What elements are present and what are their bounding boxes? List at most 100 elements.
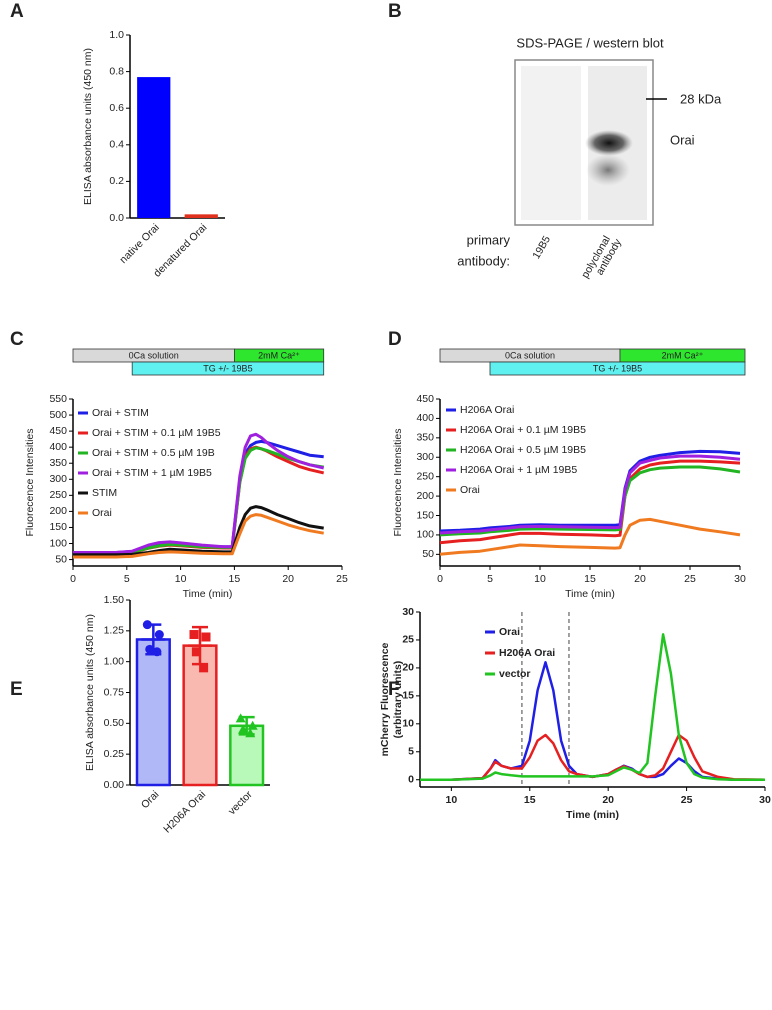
point <box>238 724 249 734</box>
phase-bar <box>489 361 746 376</box>
error-bar <box>188 625 212 666</box>
y-tick-label: 200 <box>416 490 434 502</box>
y-axis-label: Fluorecence Intensities <box>24 429 36 537</box>
point <box>247 720 258 730</box>
panel: A 0.0 0.2 0.4 0.6 0.8 1.0 ELISA absorbance unit… <box>10 1 225 280</box>
series-line <box>439 517 741 556</box>
legend-label: vector <box>499 668 531 680</box>
x-tick-label: 25 <box>336 573 348 585</box>
bar <box>184 214 218 218</box>
legend-label: H206A Orai + 1 µM 19B5 <box>460 464 577 476</box>
error-bar <box>234 715 259 736</box>
y-tick-label: 0.00 <box>104 779 125 791</box>
y-axis-label: mCherry Fluorescence <box>379 642 391 756</box>
series-line <box>420 633 765 781</box>
x-tick-label: 15 <box>229 573 241 585</box>
legend-label: H206A Orai + 0.1 µM 19B5 <box>460 424 586 436</box>
x-tick-label: Orai <box>139 789 162 812</box>
series-line <box>439 454 741 535</box>
y-tick-label: 450 <box>49 425 67 437</box>
row-label: antibody: <box>457 253 510 268</box>
x-axis-label: Time (min) <box>565 588 615 600</box>
y-tick-label: 1.0 <box>109 29 124 41</box>
phase-label: TG +/- 19B5 <box>593 363 642 373</box>
y-tick-label: 0.4 <box>109 139 124 151</box>
legend-label: Orai <box>92 507 112 519</box>
series-line <box>73 445 325 555</box>
y-tick-label: 150 <box>49 521 67 533</box>
y-tick-label: 0.6 <box>109 102 124 114</box>
band-label: Orai <box>670 132 695 147</box>
x-tick-label: 10 <box>446 794 458 806</box>
legend-label: Orai + STIM <box>92 407 149 419</box>
row-label: primary <box>467 232 511 247</box>
y-tick-label: 0.8 <box>109 65 124 77</box>
y-tick-label: 450 <box>416 393 434 405</box>
x-tick-label: 20 <box>602 794 614 806</box>
bar <box>135 638 171 787</box>
phase-label: 2mM Ca²⁺ <box>662 350 704 360</box>
blot-title: SDS-PAGE / western blot <box>516 35 664 50</box>
series-line <box>439 459 741 545</box>
point <box>154 630 164 640</box>
legend-label: H206A Orai + 0.5 µM 19B5 <box>460 444 586 456</box>
x-tick-label: 15 <box>524 794 536 806</box>
y-tick-label: 350 <box>416 432 434 444</box>
point <box>142 620 152 630</box>
legend-label: STIM <box>92 487 117 499</box>
panel: F 0 5 10 15 20 25 30 mCherry Fluorescence (arbitr… <box>379 606 771 821</box>
panel-letter: F <box>388 679 400 700</box>
legend-label: Orai + STIM + 0.5 µM 19B <box>92 447 215 459</box>
point <box>245 728 256 738</box>
y-tick-label: 15 <box>402 690 414 702</box>
x-tick-label: 20 <box>282 573 294 585</box>
panel-letter: A <box>10 1 24 22</box>
panel: E 0.00 0.25 0.50 0.75 1.00 1.25 1.50 ELISA absor… <box>10 594 270 836</box>
point <box>235 713 246 723</box>
legend-label: H206A Orai <box>499 647 555 659</box>
blot-smear <box>586 154 630 186</box>
bar <box>137 77 171 218</box>
phase-label: TG +/- 19B5 <box>203 363 252 373</box>
phase-bar <box>131 361 325 376</box>
x-tick-label: 10 <box>175 573 187 585</box>
legend-label: H206A Orai <box>460 404 514 416</box>
y-tick-label: 0.0 <box>109 212 124 224</box>
y-tick-label: 30 <box>402 606 414 618</box>
panel-letter: D <box>388 329 402 350</box>
y-tick-label: 250 <box>49 489 67 501</box>
point <box>152 647 162 657</box>
marker-label: 28 kDa <box>680 91 722 106</box>
y-tick-label: 350 <box>49 457 67 469</box>
panel-b: B SDS-PAGE / western blot 28 kDa Orai pr… <box>388 1 722 280</box>
x-tick-label: 0 <box>437 573 443 585</box>
x-tick-label: 30 <box>759 794 771 806</box>
series-line <box>73 446 324 555</box>
y-tick-label: 1.00 <box>104 655 125 667</box>
legend-label: Orai <box>460 484 480 496</box>
y-tick-label: 50 <box>422 548 434 560</box>
series-line <box>420 733 766 781</box>
x-tick-label: native Orai <box>117 222 161 266</box>
x-tick-label: 30 <box>734 573 746 585</box>
series-line <box>439 449 741 533</box>
series-line <box>73 513 324 559</box>
y-axis-label: (arbitrary units) <box>392 661 404 739</box>
y-tick-label: 100 <box>416 529 434 541</box>
y-tick-label: 20 <box>402 662 414 674</box>
x-tick-label: 5 <box>124 573 130 585</box>
point <box>199 663 209 673</box>
x-tick-label: H206A Orai <box>161 789 208 836</box>
x-tick-label: 10 <box>534 573 546 585</box>
y-tick-label: 0.2 <box>109 175 124 187</box>
y-tick-label: 1.25 <box>104 625 125 637</box>
y-tick-label: 200 <box>49 505 67 517</box>
series-line <box>73 432 325 554</box>
y-tick-label: 300 <box>49 473 67 485</box>
y-tick-label: 25 <box>402 634 414 646</box>
y-tick-label: 0.25 <box>104 748 125 760</box>
panel-letter: B <box>388 1 402 22</box>
point <box>189 630 199 640</box>
x-tick-label: 5 <box>487 573 493 585</box>
series-line <box>439 465 741 537</box>
